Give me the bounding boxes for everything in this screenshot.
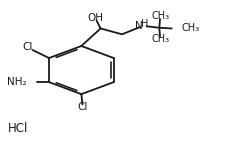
Text: H: H <box>140 19 147 29</box>
Text: CH₃: CH₃ <box>151 34 169 44</box>
Text: Cl: Cl <box>23 42 33 52</box>
Text: CH₃: CH₃ <box>151 11 169 21</box>
Text: HCl: HCl <box>8 122 28 135</box>
Text: N: N <box>135 21 142 31</box>
Text: CH₃: CH₃ <box>181 24 199 33</box>
Text: OH: OH <box>87 13 102 22</box>
Text: Cl: Cl <box>77 102 87 112</box>
Text: NH₂: NH₂ <box>7 77 26 87</box>
